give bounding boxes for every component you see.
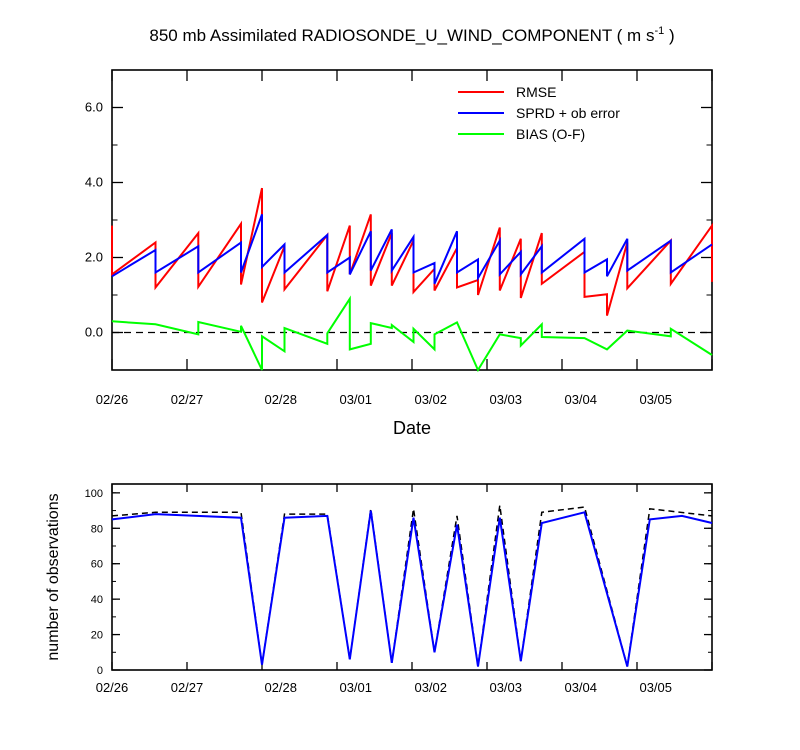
x-tick-label: 03/01 bbox=[339, 392, 372, 407]
x-tick-label: 02/26 bbox=[96, 392, 129, 407]
y-tick-label: 100 bbox=[85, 488, 103, 500]
bottom-chart: 02/26 02/27 02/28 03/01 03/02 03/03 03/04 03/05… bbox=[85, 483, 713, 695]
y-tick-label: 4.0 bbox=[85, 175, 103, 190]
x-tick-label: 03/04 bbox=[564, 680, 597, 695]
y-tick-label: 0.0 bbox=[85, 325, 103, 340]
legend-label: BIAS (O-F) bbox=[516, 126, 585, 142]
x-tick-label: 03/03 bbox=[489, 392, 522, 407]
y-tick-label: 80 bbox=[91, 523, 103, 535]
y-tick-label: 6.0 bbox=[85, 100, 103, 115]
x-tick-label: 03/05 bbox=[639, 680, 672, 695]
x-tick-label: 03/04 bbox=[564, 392, 597, 407]
x-tick-label: 02/27 bbox=[171, 680, 204, 695]
bottom-chart-ylabel: number of observations bbox=[45, 493, 62, 660]
series-line-assimilated-observations bbox=[111, 510, 713, 667]
x-tick-label: 02/27 bbox=[171, 392, 204, 407]
x-tick-label: 03/02 bbox=[414, 392, 447, 407]
top-chart: 02/26 02/27 02/28 03/01 03/02 03/03 03/04 03/05… bbox=[85, 69, 713, 407]
series-line-sprd-ob-error bbox=[111, 214, 713, 285]
top-chart-xlabel: Date bbox=[393, 418, 431, 438]
y-tick-label: 2.0 bbox=[85, 250, 103, 265]
plot-frame bbox=[111, 69, 713, 371]
y-tick-label: 20 bbox=[91, 630, 103, 642]
chart-title: 850 mb Assimilated RADIOSONDE_U_WIND_COM… bbox=[149, 25, 674, 45]
y-tick-label: 40 bbox=[91, 594, 103, 606]
x-tick-label: 02/28 bbox=[264, 392, 297, 407]
x-tick-label: 03/01 bbox=[339, 680, 372, 695]
x-tick-label: 03/03 bbox=[489, 680, 522, 695]
legend: RMSE SPRD + ob error BIAS (O-F) bbox=[458, 84, 620, 142]
x-tick-label: 02/26 bbox=[96, 680, 129, 695]
series-line-bias-o-f bbox=[111, 295, 713, 373]
legend-label: RMSE bbox=[516, 84, 556, 100]
x-tick-label: 02/28 bbox=[264, 680, 297, 695]
legend-label: SPRD + ob error bbox=[516, 105, 620, 121]
series-line-rmse bbox=[111, 187, 713, 316]
x-tick-label: 03/02 bbox=[414, 680, 447, 695]
y-tick-label: 60 bbox=[91, 559, 103, 571]
x-tick-label: 03/05 bbox=[639, 392, 672, 407]
y-tick-label: 0 bbox=[97, 665, 103, 677]
